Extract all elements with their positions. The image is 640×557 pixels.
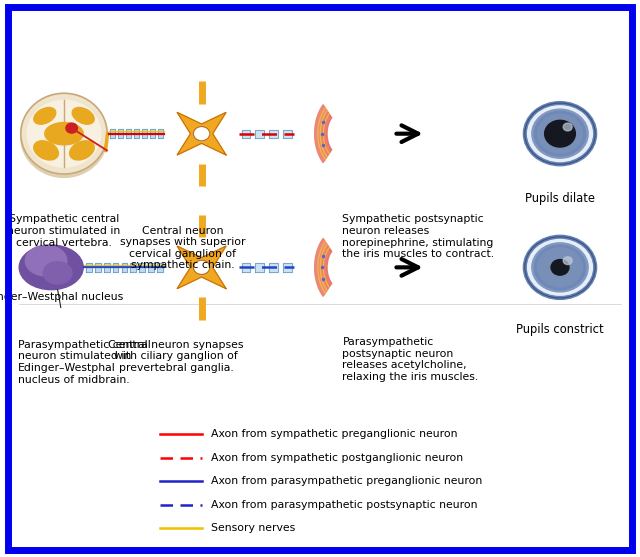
Polygon shape [118,129,124,138]
Ellipse shape [72,108,94,124]
Polygon shape [86,263,92,272]
Circle shape [563,123,572,131]
Polygon shape [113,263,118,272]
Text: Axon from parasympathetic postsynaptic neuron: Axon from parasympathetic postsynaptic n… [211,500,477,510]
Circle shape [195,261,209,273]
Circle shape [534,245,586,290]
Text: Parasympathetic
postsynaptic neuron
releases acetylcholine,
relaxing the iris mu: Parasympathetic postsynaptic neuron rele… [342,337,479,382]
Ellipse shape [20,97,108,177]
Text: Central neuron
synapses with superior
cervical ganglion of
sympathetic chain.: Central neuron synapses with superior ce… [120,226,245,270]
Circle shape [532,109,588,158]
Circle shape [534,111,586,156]
Polygon shape [315,105,328,163]
Polygon shape [148,263,154,272]
Polygon shape [269,129,278,138]
Polygon shape [131,263,136,272]
Ellipse shape [27,100,101,167]
Ellipse shape [43,262,72,284]
Ellipse shape [45,123,83,145]
Circle shape [525,237,595,298]
Polygon shape [315,238,328,296]
Polygon shape [157,263,163,272]
Polygon shape [255,263,264,271]
Polygon shape [104,263,109,272]
Text: Pupils dilate: Pupils dilate [525,192,595,205]
Text: Sensory nerves: Sensory nerves [211,523,296,533]
Circle shape [195,128,209,140]
Circle shape [532,243,588,292]
Circle shape [193,126,210,141]
Text: Sympathetic postsynaptic
neuron releases
norepinephrine, stimulating
the iris mu: Sympathetic postsynaptic neuron releases… [342,214,495,259]
Text: Parasympathetic central
neuron stimulated in
Edinger–Westphal
nucleus of midbrai: Parasympathetic central neuron stimulate… [18,340,150,384]
Polygon shape [140,263,145,272]
Text: Sympathetic central
neuron stimulated in
cervical vertebra.: Sympathetic central neuron stimulated in… [8,214,120,248]
Polygon shape [269,263,278,271]
Circle shape [551,260,569,275]
Polygon shape [110,129,115,138]
Polygon shape [241,263,250,271]
Polygon shape [177,113,226,155]
Circle shape [525,103,595,164]
Circle shape [545,120,575,147]
Text: Edinger–Westphal nucleus: Edinger–Westphal nucleus [0,292,123,302]
Text: Axon from sympathetic postganglionic neuron: Axon from sympathetic postganglionic neu… [211,453,463,463]
Polygon shape [122,263,127,272]
Polygon shape [315,105,332,163]
Polygon shape [284,129,292,138]
Ellipse shape [20,93,108,174]
Polygon shape [284,263,292,271]
Circle shape [66,123,77,133]
Circle shape [193,260,210,275]
Polygon shape [241,129,250,138]
Circle shape [538,114,582,153]
Polygon shape [315,238,332,296]
Text: Axon from parasympathetic preganglionic neuron: Axon from parasympathetic preganglionic … [211,476,483,486]
Polygon shape [126,129,131,138]
Polygon shape [134,129,140,138]
Ellipse shape [34,141,58,160]
Polygon shape [158,129,163,138]
Text: Pupils constrict: Pupils constrict [516,323,604,336]
Circle shape [563,257,572,265]
Ellipse shape [70,141,94,160]
Text: Axon from sympathetic preganglionic neuron: Axon from sympathetic preganglionic neur… [211,429,458,439]
Circle shape [538,248,582,287]
Polygon shape [255,129,264,138]
Ellipse shape [26,245,67,276]
Ellipse shape [34,108,56,124]
Polygon shape [177,246,226,289]
Polygon shape [95,263,100,272]
Ellipse shape [19,245,83,290]
Polygon shape [142,129,147,138]
Polygon shape [150,129,155,138]
Text: Central neuron synapses
with ciliary ganglion of
prevertebral ganglia.: Central neuron synapses with ciliary gan… [108,340,244,373]
